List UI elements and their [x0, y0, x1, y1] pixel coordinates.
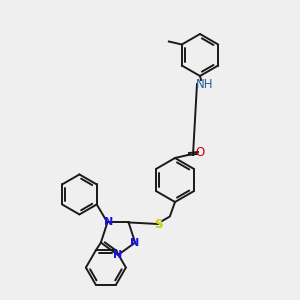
- Text: N: N: [113, 250, 123, 260]
- Text: N: N: [104, 218, 113, 227]
- Text: N: N: [130, 238, 140, 248]
- Text: NH: NH: [196, 77, 214, 91]
- Text: S: S: [154, 218, 162, 230]
- Text: O: O: [195, 146, 205, 158]
